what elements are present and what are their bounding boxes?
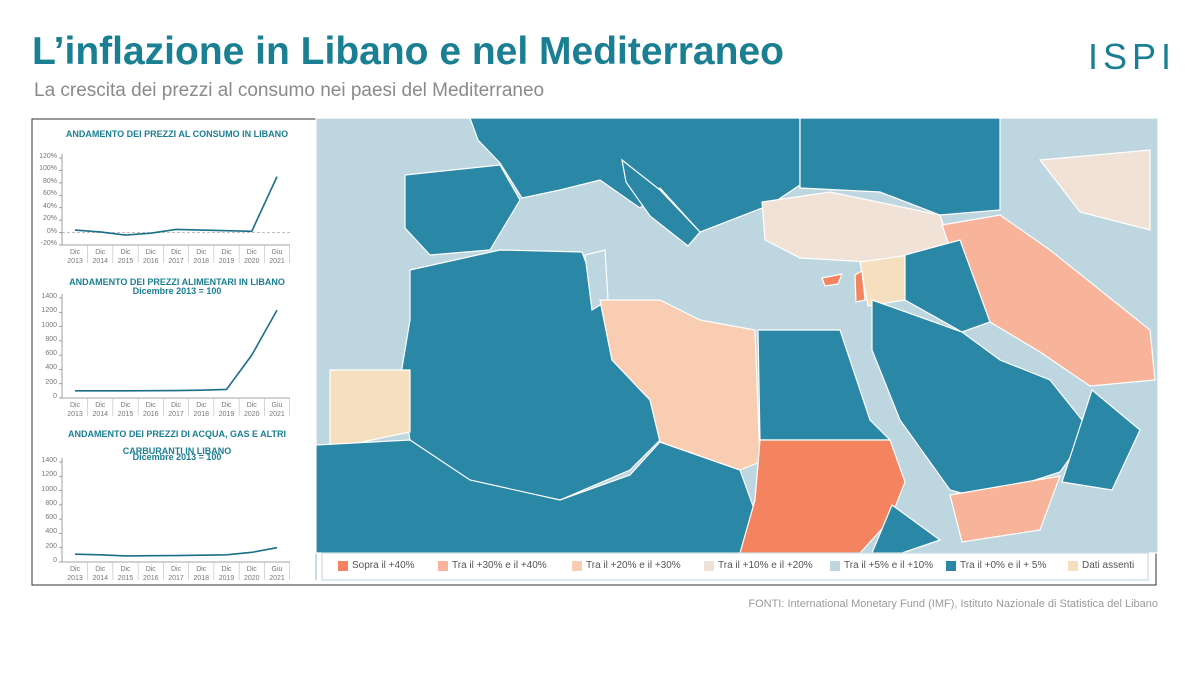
- legend-swatch: [946, 561, 956, 571]
- y-tick-label: 20%: [42, 215, 57, 223]
- y-tick-label: 600: [45, 514, 57, 522]
- y-tick-label: 1400: [41, 457, 57, 464]
- x-tick-label: Giu 2021: [269, 402, 285, 418]
- x-tick-label: Dic 2016: [142, 402, 159, 418]
- line: [74, 546, 278, 557]
- x-tick-label: Dic 2019: [218, 402, 235, 418]
- country: [859, 254, 911, 307]
- x-tick-label: Dic 2019: [218, 566, 235, 582]
- chart-subtitle: Dicembre 2013 = 100: [132, 452, 222, 462]
- legend-label: Sopra il +40%: [352, 560, 415, 571]
- y-tick-label: 1400: [41, 293, 57, 300]
- y-tick-label: 0: [53, 393, 57, 400]
- line: [74, 176, 278, 236]
- x-tick-label: Dic 2018: [193, 249, 210, 265]
- legend-swatch: [704, 561, 714, 571]
- legend-label: Tra il +0% e il + 5%: [960, 560, 1047, 571]
- y-tick-label: 0%: [46, 227, 57, 235]
- country: [739, 439, 906, 554]
- x-tick-label: Dic 2015: [117, 402, 134, 418]
- x-tick-label: Dic 2020: [243, 402, 260, 418]
- country: [821, 273, 843, 287]
- logo: ISPI: [1088, 36, 1177, 77]
- x-tick-label: Dic 2020: [243, 249, 260, 265]
- y-tick-label: 200: [45, 378, 57, 386]
- legend-label: Tra il +20% e il +30%: [586, 560, 681, 571]
- country: [854, 270, 866, 303]
- legend-label: Tra il +30% e il +40%: [452, 560, 547, 571]
- country: [871, 299, 1091, 499]
- country: [404, 164, 521, 256]
- y-tick-label: 200: [45, 542, 57, 550]
- legend-box: [321, 552, 1149, 581]
- x-tick-label: Dic 2019: [218, 249, 235, 265]
- legend-swatch: [572, 561, 582, 571]
- x-tick-label: Dic 2016: [142, 566, 159, 582]
- legend-label: Tra il +10% e il +20%: [718, 560, 813, 571]
- x-tick-label: Dic 2018: [193, 402, 210, 418]
- legend-swatch: [438, 561, 448, 571]
- country: [949, 475, 1061, 543]
- line: [75, 309, 278, 392]
- country: [1061, 388, 1141, 491]
- x-tick-label: Dic 2013: [67, 402, 83, 418]
- x-tick-label: Giu 2021: [269, 249, 285, 265]
- y-tick-label: 1000: [41, 485, 57, 493]
- y-tick-label: 1200: [41, 307, 57, 315]
- y-tick-label: -20%: [40, 240, 57, 247]
- x-tick-label: Dic 2014: [92, 249, 109, 265]
- subtitle: La crescita dei prezzi al consumo nei pa…: [34, 80, 545, 101]
- x-tick-label: Dic 2020: [243, 566, 260, 582]
- x-tick-label: Dic 2016: [142, 249, 159, 265]
- x-tick-label: Dic 2015: [117, 566, 134, 582]
- country: [1038, 149, 1151, 231]
- legend-swatch: [338, 561, 348, 571]
- y-tick-label: 1200: [41, 471, 57, 479]
- x-tick-label: Dic 2017: [168, 566, 184, 582]
- y-tick-label: 80%: [42, 177, 57, 185]
- x-tick-label: Dic 2013: [67, 249, 83, 265]
- legend-label: Dati assenti: [1082, 560, 1135, 571]
- legend-label: Tra il +5% e il +10%: [844, 560, 934, 571]
- x-tick-label: Dic 2014: [92, 566, 109, 582]
- x-tick-label: Dic 2017: [168, 249, 184, 265]
- y-tick-label: 1000: [41, 321, 57, 329]
- country: [757, 329, 892, 441]
- x-tick-label: Dic 2018: [193, 566, 210, 582]
- chart-title: ANDAMENTO DEI PREZZI AL CONSUMO IN LIBAN…: [65, 129, 289, 139]
- y-tick-label: 600: [45, 350, 57, 358]
- y-tick-label: 800: [45, 335, 57, 343]
- title: L’inflazione in Libano e nel Mediterrane…: [32, 30, 784, 73]
- legend-swatch: [1068, 561, 1078, 571]
- map: [315, 117, 1159, 581]
- x-tick-label: Dic 2017: [168, 402, 184, 418]
- x-tick-label: Dic 2013: [67, 566, 83, 582]
- country: [904, 239, 991, 333]
- y-tick-label: 100%: [39, 165, 57, 173]
- x-tick-label: Giu 2021: [269, 566, 285, 582]
- chart-title: ANDAMENTO DEI PREZZI DI ACQUA, GAS E ALT…: [67, 429, 286, 456]
- x-tick-label: Dic 2014: [92, 402, 109, 418]
- y-tick-label: 400: [45, 528, 57, 536]
- y-tick-label: 120%: [39, 153, 57, 160]
- source: FONTI: International Monetary Fund (IMF)…: [748, 598, 1158, 610]
- chart-subtitle: Dicembre 2013 = 100: [132, 286, 222, 296]
- x-tick-label: Dic 2015: [117, 249, 134, 265]
- y-tick-label: 60%: [42, 190, 57, 198]
- country: [621, 158, 701, 247]
- y-tick-label: 40%: [42, 202, 57, 210]
- legend-swatch: [830, 561, 840, 571]
- y-tick-label: 800: [45, 499, 57, 507]
- chart-title: ANDAMENTO DEI PREZZI ALIMENTARI IN LIBAN…: [69, 277, 285, 287]
- country: [599, 299, 761, 471]
- y-tick-label: 400: [45, 364, 57, 372]
- y-tick-label: 0: [53, 557, 57, 564]
